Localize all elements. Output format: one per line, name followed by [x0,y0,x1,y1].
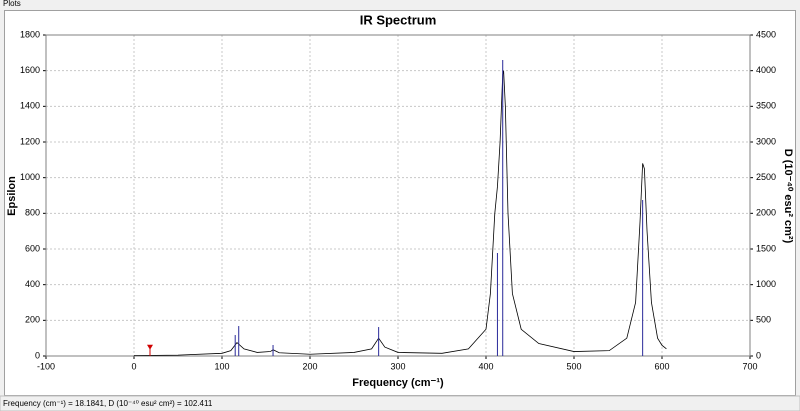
status-bar [0,395,800,411]
y2-tick-label: 2000 [756,208,776,218]
x-tick-label: 400 [478,361,493,371]
plot-frame [45,34,751,357]
status-x-label: Frequency (cm⁻¹) = [3,399,75,408]
y2-tick-label: 4500 [756,29,776,39]
y2-tick-label: 3500 [756,101,776,111]
spectrum-line [133,70,667,357]
plot-panel [4,10,796,396]
x-tick-label: -100 [37,361,55,371]
y2-axis-title: D (10⁻⁴⁰ esu² cm²) [782,149,794,244]
status-text: Frequency (cm⁻¹) = 18.1841, D (10⁻⁴⁰ esu… [3,399,213,408]
x-tick-label: 0 [131,361,136,371]
y-tick-label: 0 [35,350,40,360]
x-axis-title: Frequency (cm⁻¹) [352,377,444,389]
y2-tick-label: 0 [756,350,761,360]
y-tick-label: 1600 [20,65,40,75]
y-tick-label: 1800 [20,29,40,39]
y2-tick-label: 1500 [756,243,776,253]
x-tick-label: 300 [390,361,405,371]
y-tick-label: 1400 [20,101,40,111]
y-tick-label: 200 [25,315,40,325]
y-tick-label: 800 [25,208,40,218]
y2-tick-label: 2500 [756,172,776,182]
y-tick-label: 600 [25,243,40,253]
y2-tick-label: 1000 [756,279,776,289]
y2-tick-label: 4000 [756,65,776,75]
y-tick-label: 1200 [20,136,40,146]
x-tick-label: 200 [302,361,317,371]
chart-title: IR Spectrum [360,12,437,27]
y2-tick-label: 3000 [756,136,776,146]
y-axis-title: Epsilon [6,176,18,216]
window-title: Plots [3,0,21,8]
x-tick-label: 600 [654,361,669,371]
status-y-label: , D (10⁻⁴⁰ esu² cm²) = [104,399,184,408]
x-tick-label: 500 [566,361,581,371]
y-tick-label: 1000 [20,172,40,182]
status-y: 102.411 [184,399,213,408]
x-tick-label: 700 [742,361,757,371]
y-tick-label: 400 [25,279,40,289]
x-tick-label: 100 [214,361,229,371]
status-x: 18.1841 [75,399,104,408]
y2-tick-label: 500 [756,315,771,325]
cursor-marker [147,344,154,350]
